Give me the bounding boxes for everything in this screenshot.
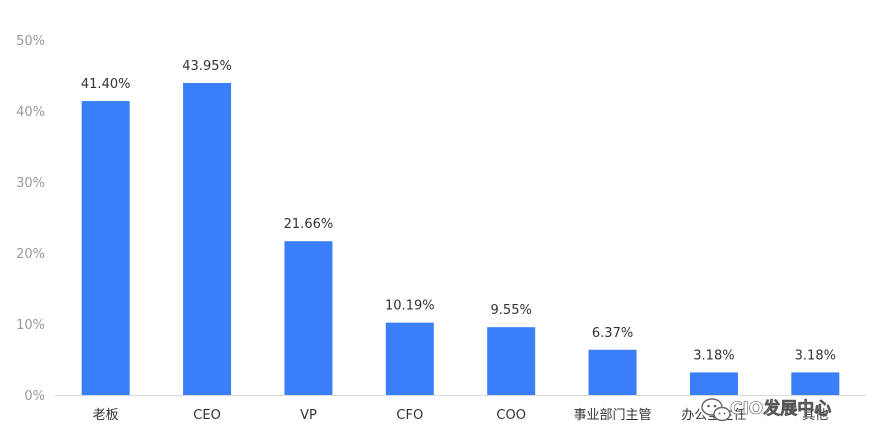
- watermark-text: CIO发展中心: [730, 398, 831, 419]
- y-tick-label: 0%: [24, 389, 45, 404]
- y-tick-label: 30%: [16, 176, 45, 191]
- data-label: 3.18%: [693, 348, 734, 363]
- bar: [487, 327, 536, 395]
- data-label: 3.18%: [795, 348, 836, 363]
- bars: [81, 82, 840, 395]
- data-label: 21.66%: [284, 217, 334, 232]
- bar: [183, 82, 232, 395]
- data-label: 6.37%: [592, 326, 633, 341]
- data-label: 9.55%: [491, 303, 532, 318]
- data-label: 43.95%: [182, 59, 232, 74]
- bar: [588, 349, 637, 395]
- category-label: VP: [300, 408, 317, 423]
- category-label: 其他: [802, 408, 828, 423]
- y-tick-label: 20%: [16, 247, 45, 262]
- y-tick-label: 10%: [16, 318, 45, 333]
- data-label: 41.40%: [81, 77, 131, 92]
- bar: [689, 372, 738, 395]
- category-label: CFO: [396, 408, 423, 423]
- category-label: 老板: [93, 408, 119, 423]
- category-label: COO: [496, 408, 526, 423]
- data-labels: 41.40% 43.95% 21.66% 10.19% 9.55% 6.37% 3.18% 3…: [81, 59, 836, 363]
- bar: [385, 322, 434, 395]
- y-tick-label: 40%: [16, 105, 45, 120]
- category-label: 事业部门主管: [574, 408, 652, 423]
- bar: [284, 241, 333, 395]
- category-label: CEO: [193, 408, 221, 423]
- bar: [81, 101, 130, 395]
- y-tick-label: 50%: [16, 34, 45, 49]
- watermark: CIO发展中心: [701, 398, 832, 422]
- bar: [791, 372, 840, 395]
- data-label: 10.19%: [385, 299, 435, 314]
- wechat-icon: [701, 398, 731, 422]
- y-axis-ticks: 0% 10% 20% 30% 40% 50%: [16, 34, 45, 404]
